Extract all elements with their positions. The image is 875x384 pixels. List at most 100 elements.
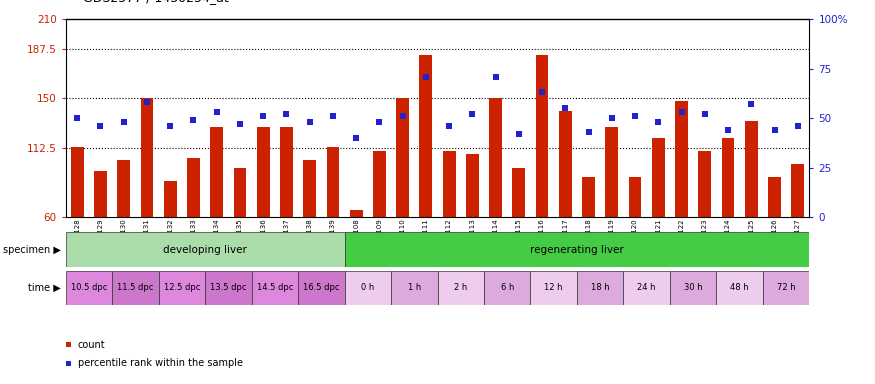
Point: [373, 119, 387, 125]
Bar: [536, 55, 549, 217]
Text: 16.5 dpc: 16.5 dpc: [303, 283, 340, 293]
Bar: [484, 271, 530, 305]
Text: 12 h: 12 h: [544, 283, 563, 293]
Text: 10.5 dpc: 10.5 dpc: [71, 283, 107, 293]
Point: [697, 111, 711, 117]
Bar: [141, 98, 153, 217]
Text: GDS2577 / 1430254_at: GDS2577 / 1430254_at: [83, 0, 229, 4]
Text: 14.5 dpc: 14.5 dpc: [256, 283, 293, 293]
Text: regenerating liver: regenerating liver: [530, 245, 624, 255]
Point: [70, 115, 84, 121]
Point: [512, 131, 526, 137]
Point: [303, 119, 317, 125]
Bar: [112, 271, 158, 305]
Bar: [768, 177, 780, 217]
Bar: [164, 181, 177, 217]
Point: [419, 73, 433, 79]
Bar: [489, 98, 502, 217]
Bar: [628, 177, 641, 217]
Text: 13.5 dpc: 13.5 dpc: [210, 283, 247, 293]
Bar: [94, 171, 107, 217]
Point: [326, 113, 340, 119]
Text: time ▶: time ▶: [29, 283, 61, 293]
Point: [279, 111, 293, 117]
Point: [233, 121, 247, 127]
Point: [651, 119, 665, 125]
Bar: [117, 160, 130, 217]
Text: developing liver: developing liver: [163, 245, 247, 255]
Point: [721, 127, 735, 133]
Bar: [280, 127, 293, 217]
Point: [140, 99, 154, 105]
Bar: [187, 158, 200, 217]
Bar: [419, 55, 432, 217]
Point: [349, 135, 363, 141]
Bar: [623, 271, 670, 305]
Bar: [652, 138, 665, 217]
Bar: [559, 111, 571, 217]
Point: [94, 123, 108, 129]
Point: [186, 117, 200, 123]
Text: 12.5 dpc: 12.5 dpc: [164, 283, 200, 293]
Text: 6 h: 6 h: [500, 283, 514, 293]
Bar: [210, 127, 223, 217]
Point: [767, 127, 781, 133]
Point: [558, 105, 572, 111]
Bar: [345, 271, 391, 305]
Bar: [373, 151, 386, 217]
Bar: [66, 232, 345, 267]
Bar: [71, 147, 84, 217]
Text: 11.5 dpc: 11.5 dpc: [117, 283, 153, 293]
Point: [256, 113, 270, 119]
Bar: [298, 271, 345, 305]
Bar: [256, 127, 270, 217]
Bar: [466, 154, 479, 217]
Point: [116, 119, 130, 125]
Bar: [350, 210, 362, 217]
Point: [442, 123, 456, 129]
Text: 48 h: 48 h: [731, 283, 749, 293]
Bar: [205, 271, 252, 305]
Text: 1 h: 1 h: [408, 283, 421, 293]
Bar: [66, 271, 112, 305]
Bar: [722, 138, 734, 217]
Bar: [763, 271, 809, 305]
Bar: [670, 271, 717, 305]
Bar: [745, 121, 758, 217]
Point: [488, 73, 502, 79]
Bar: [606, 127, 619, 217]
Point: [466, 111, 480, 117]
Bar: [438, 271, 484, 305]
Bar: [391, 271, 438, 305]
Text: 30 h: 30 h: [684, 283, 703, 293]
Bar: [717, 271, 763, 305]
Text: 72 h: 72 h: [777, 283, 795, 293]
Text: 24 h: 24 h: [637, 283, 656, 293]
Bar: [530, 271, 577, 305]
Text: count: count: [78, 340, 105, 350]
Point: [675, 109, 689, 115]
Bar: [582, 177, 595, 217]
Point: [164, 123, 178, 129]
Point: [536, 89, 550, 96]
Point: [396, 113, 410, 119]
Text: 0 h: 0 h: [361, 283, 374, 293]
Bar: [791, 164, 804, 217]
Bar: [326, 147, 340, 217]
Bar: [577, 271, 623, 305]
Bar: [234, 168, 247, 217]
Bar: [396, 98, 409, 217]
Bar: [513, 168, 525, 217]
Bar: [158, 271, 205, 305]
Text: specimen ▶: specimen ▶: [4, 245, 61, 255]
Bar: [698, 151, 711, 217]
Text: percentile rank within the sample: percentile rank within the sample: [78, 358, 242, 368]
Point: [628, 113, 642, 119]
Text: 18 h: 18 h: [591, 283, 610, 293]
Point: [745, 101, 759, 107]
Text: 2 h: 2 h: [454, 283, 467, 293]
Point: [210, 109, 224, 115]
Bar: [345, 232, 809, 267]
Bar: [304, 160, 316, 217]
Bar: [443, 151, 456, 217]
